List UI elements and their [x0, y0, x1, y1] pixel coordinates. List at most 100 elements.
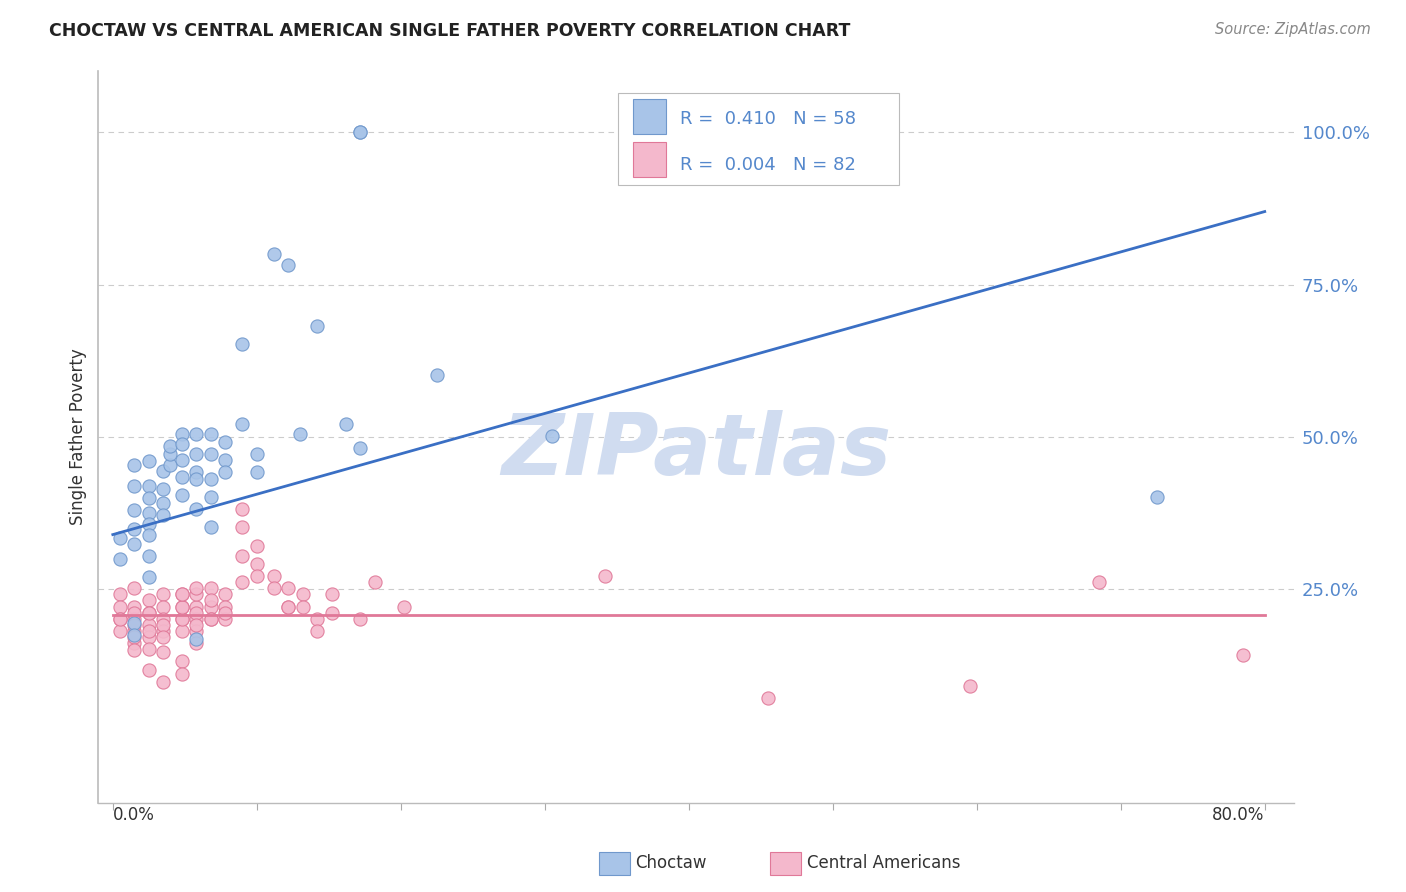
Point [152, 508, 174, 522]
Point [1232, 648, 1254, 663]
Bar [633, 143, 666, 178]
Point [756, 690, 779, 705]
Point [186, 632, 208, 647]
Point [170, 587, 193, 601]
Point [170, 469, 193, 483]
Point [124, 617, 146, 632]
Point [214, 599, 236, 614]
Point [152, 482, 174, 496]
Point [1088, 575, 1111, 590]
Point [231, 549, 253, 563]
Point [170, 437, 193, 451]
Point [349, 125, 371, 139]
Point [200, 427, 222, 442]
Point [246, 539, 269, 553]
Point [186, 447, 208, 461]
Point [170, 599, 193, 614]
Point [200, 581, 222, 595]
Point [277, 581, 299, 595]
Point [170, 599, 193, 614]
Point [138, 606, 160, 620]
Point [124, 503, 146, 517]
Point [152, 599, 174, 614]
Point [170, 453, 193, 467]
Point [138, 506, 160, 520]
Point [231, 575, 253, 590]
Point [263, 247, 285, 261]
Point [321, 587, 343, 601]
Point [214, 587, 236, 601]
FancyBboxPatch shape [619, 94, 900, 185]
Point [170, 612, 193, 626]
Point [152, 612, 174, 626]
Point [231, 502, 253, 516]
Point [291, 599, 314, 614]
Point [307, 612, 329, 626]
Point [159, 458, 181, 472]
Point [200, 520, 222, 534]
Point [277, 599, 299, 614]
Point [159, 447, 181, 461]
Point [170, 612, 193, 626]
Point [152, 675, 174, 690]
Point [124, 643, 146, 657]
Point [124, 479, 146, 493]
Point [307, 624, 329, 638]
Text: R =  0.004   N = 82: R = 0.004 N = 82 [681, 155, 856, 174]
Point [277, 258, 299, 272]
Point [170, 654, 193, 668]
Point [200, 593, 222, 607]
Point [124, 599, 146, 614]
Point [124, 521, 146, 535]
Text: 0.0%: 0.0% [112, 805, 155, 824]
Point [170, 624, 193, 638]
Text: Choctaw: Choctaw [636, 855, 707, 872]
Point [349, 125, 371, 139]
Point [124, 628, 146, 642]
Text: CHOCTAW VS CENTRAL AMERICAN SINGLE FATHER POVERTY CORRELATION CHART: CHOCTAW VS CENTRAL AMERICAN SINGLE FATHE… [49, 22, 851, 40]
Point [124, 458, 146, 472]
Point [138, 606, 160, 620]
Point [1146, 490, 1168, 504]
Point [263, 581, 285, 595]
Point [170, 427, 193, 442]
Bar [633, 99, 666, 135]
Text: 80.0%: 80.0% [1212, 805, 1265, 824]
Text: ZIPatlas: ZIPatlas [501, 410, 891, 493]
Point [138, 617, 160, 632]
Point [108, 531, 131, 545]
Point [593, 569, 616, 583]
Point [349, 441, 371, 455]
Point [138, 624, 160, 638]
Point [263, 569, 285, 583]
Point [186, 466, 208, 480]
Text: Central Americans: Central Americans [807, 855, 960, 872]
Point [200, 612, 222, 626]
Point [159, 439, 181, 453]
Point [200, 599, 222, 614]
Point [124, 581, 146, 595]
Point [152, 587, 174, 601]
Point [138, 642, 160, 657]
Point [124, 537, 146, 551]
Point [200, 490, 222, 504]
Point [124, 630, 146, 644]
Point [321, 606, 343, 620]
Point [152, 630, 174, 644]
Point [186, 502, 208, 516]
Point [138, 549, 160, 563]
Point [959, 679, 981, 693]
Point [200, 612, 222, 626]
Point [170, 587, 193, 601]
Point [152, 464, 174, 478]
Point [277, 599, 299, 614]
Point [108, 612, 131, 626]
Point [214, 612, 236, 626]
Point [108, 624, 131, 638]
Y-axis label: Single Father Poverty: Single Father Poverty [69, 349, 87, 525]
Point [138, 491, 160, 505]
Point [186, 587, 208, 601]
Point [246, 466, 269, 480]
Point [124, 636, 146, 650]
Point [138, 663, 160, 677]
